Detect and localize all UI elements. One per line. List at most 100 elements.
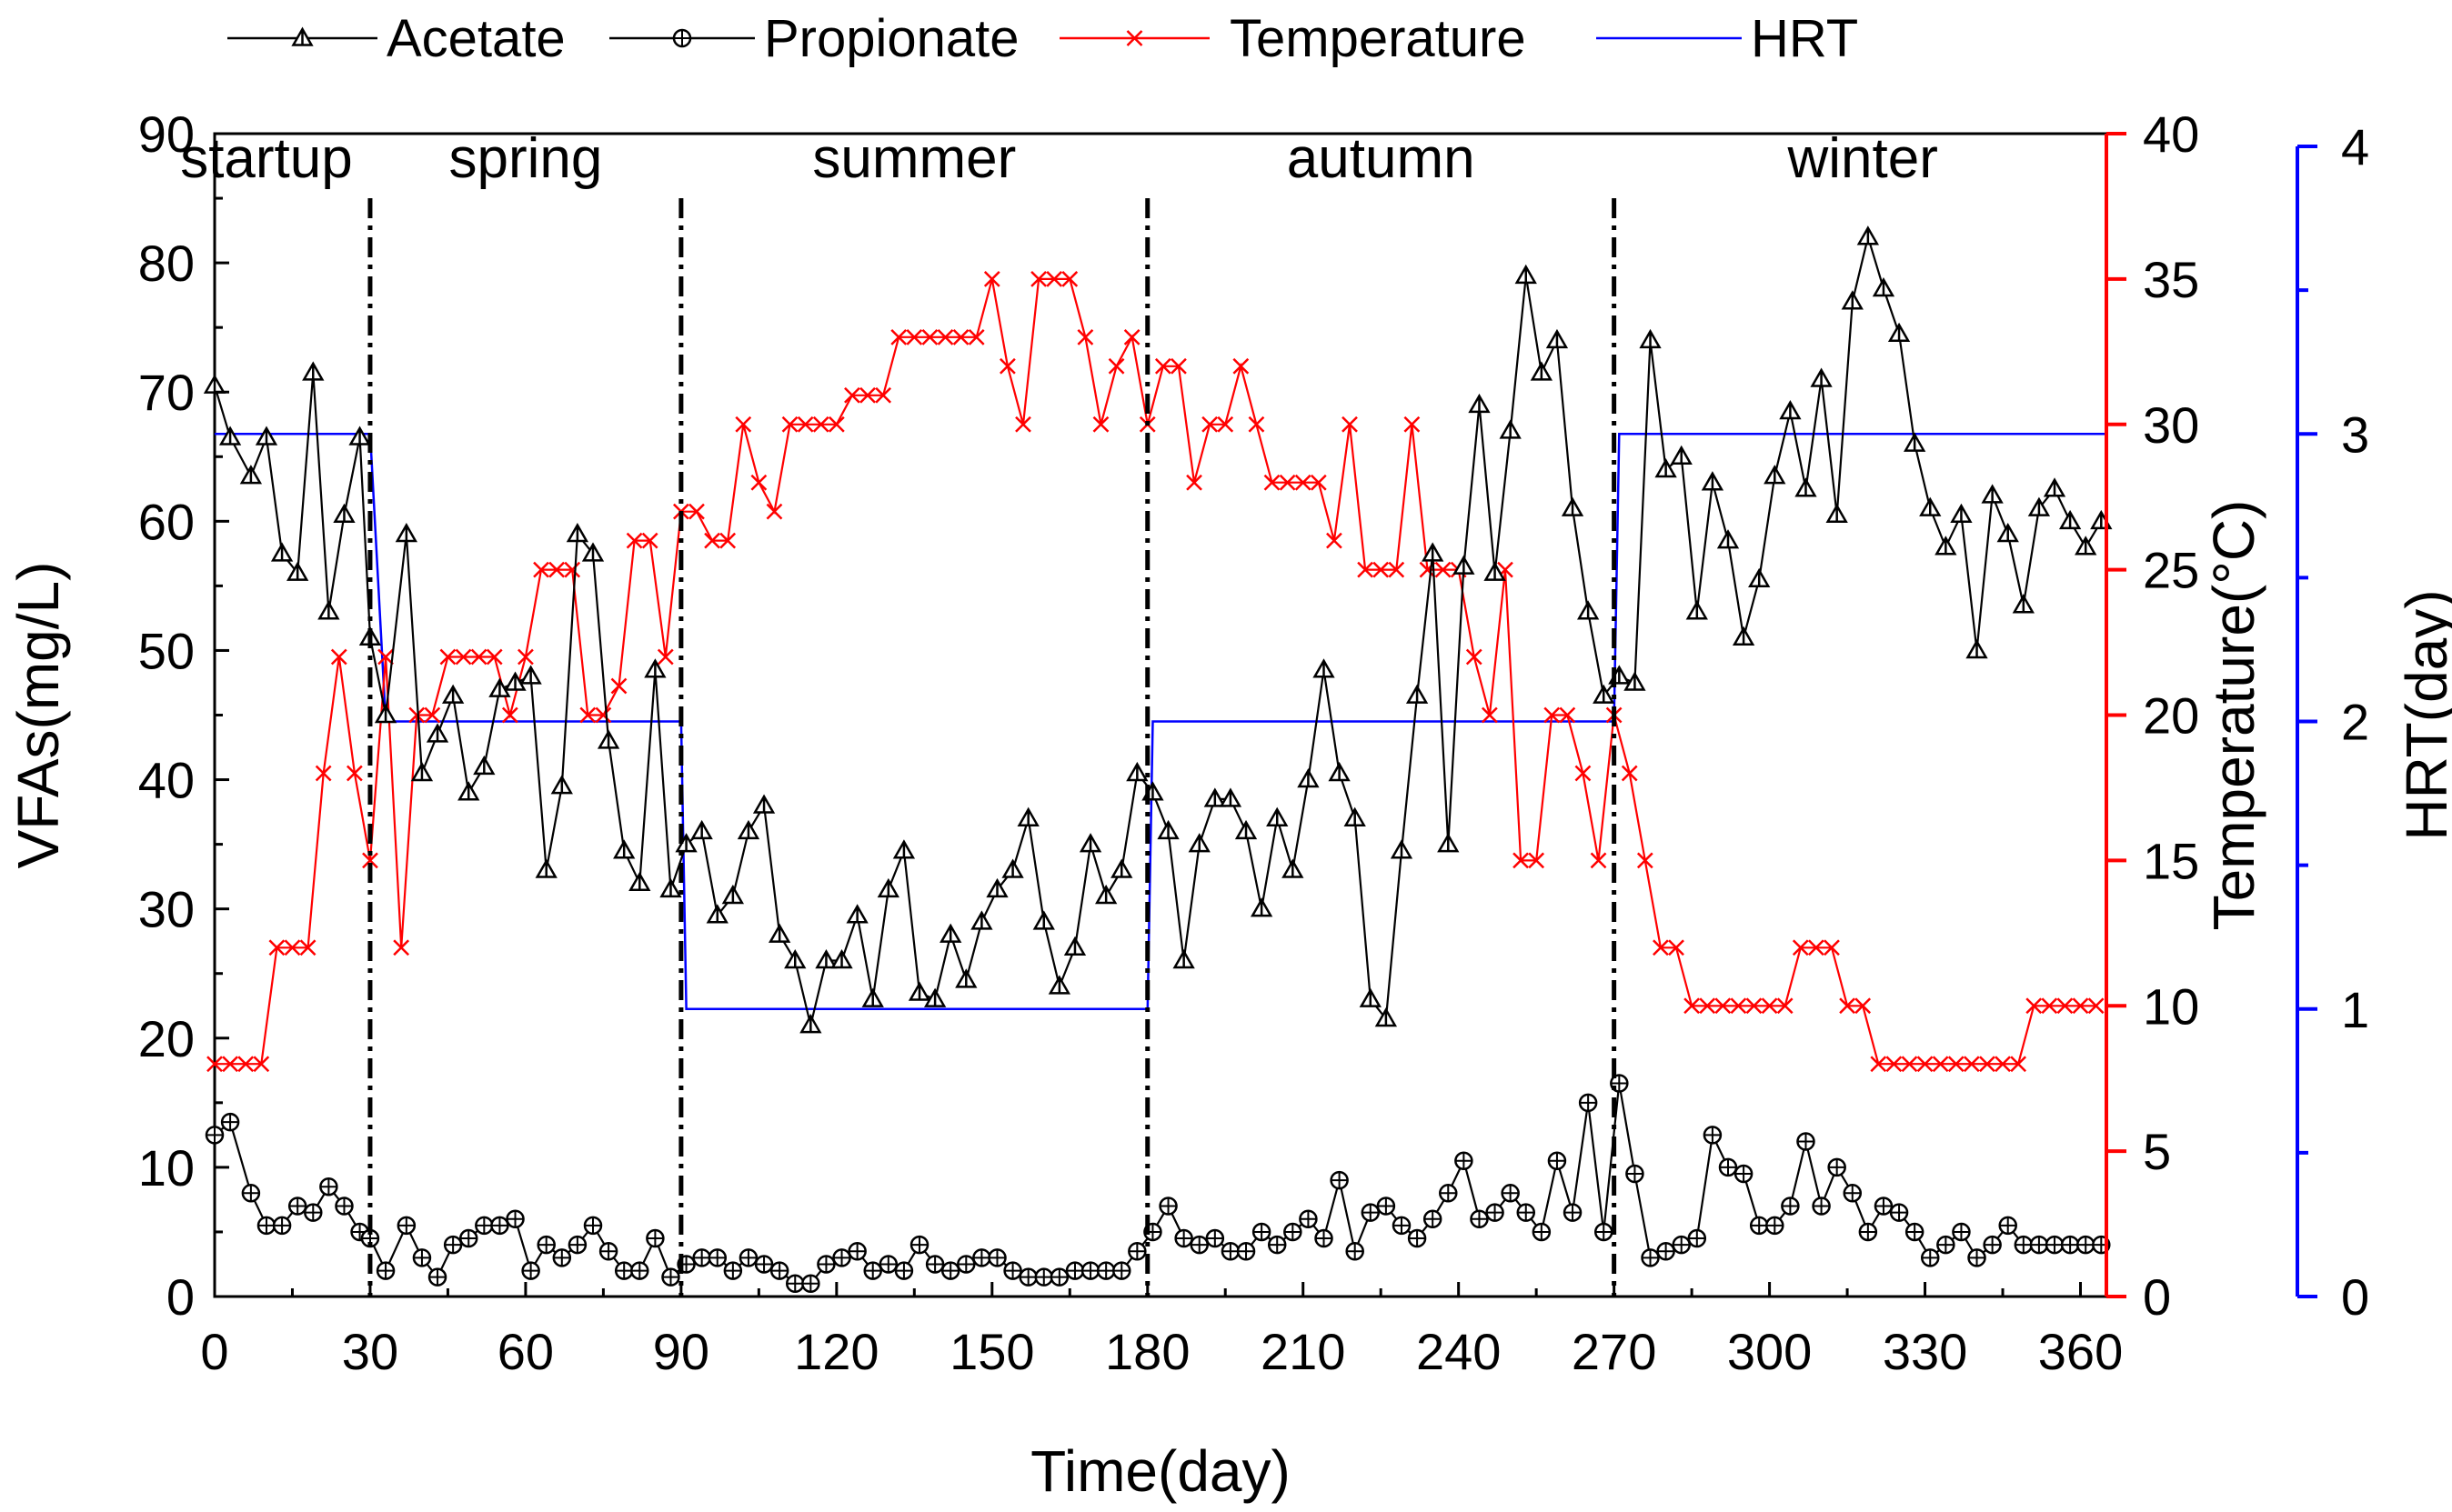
propionate-point — [1065, 1261, 1085, 1280]
acetate-point — [613, 839, 636, 859]
acetate-point — [2012, 594, 2035, 614]
temperature-axis-title: Temperature(°C) — [2201, 500, 2266, 931]
propionate-point-cross — [1191, 1237, 1208, 1254]
propionate-point-cross — [879, 1256, 897, 1273]
temperature-point — [1528, 852, 1545, 869]
temperature-point — [222, 1056, 238, 1073]
temperature-point — [455, 648, 472, 666]
propionate-point — [1936, 1235, 1955, 1255]
propionate-point-cross — [662, 1268, 679, 1286]
propionate-point-cross — [1580, 1094, 1597, 1111]
acetate-point — [923, 987, 947, 1007]
propionate-point-cross — [274, 1217, 291, 1234]
propionate-point-cross — [600, 1243, 618, 1260]
temperature-point — [1824, 939, 1840, 956]
x-axis-tick-label: 300 — [1727, 1323, 1812, 1380]
legend: Acetate Propionate Temperature HRT — [227, 9, 1858, 68]
propionate-point-cross — [1455, 1152, 1472, 1169]
propionate-point-cross — [1020, 1268, 1037, 1286]
temperature-point — [1326, 532, 1342, 549]
propionate-point-cross — [1066, 1262, 1083, 1279]
acetate-point — [348, 426, 371, 446]
x-axis-tick-label: 240 — [1416, 1323, 1501, 1380]
left-axis-tick-label: 80 — [138, 235, 195, 292]
acetate-point — [861, 987, 884, 1007]
temperature-point — [1092, 416, 1110, 433]
legend-item-propionate: Propionate — [609, 9, 1020, 68]
propionate-point — [568, 1235, 588, 1255]
temperature-point — [1714, 997, 1732, 1015]
propionate-point — [1080, 1261, 1100, 1280]
propionate-point — [1998, 1216, 2017, 1236]
acetate-point — [1188, 833, 1211, 853]
propionate-series — [205, 1074, 2111, 1294]
temperature-point — [206, 1056, 223, 1073]
propionate-point-cross — [1175, 1230, 1192, 1247]
x-axis-tick-label: 270 — [1572, 1323, 1656, 1380]
temperature-point — [1512, 852, 1529, 869]
propionate-point-cross — [2030, 1237, 2047, 1254]
propionate-point — [1034, 1267, 1054, 1287]
temperature-point — [1839, 997, 1855, 1015]
propionate-point — [817, 1255, 836, 1274]
propionate-point — [1843, 1184, 1863, 1203]
acetate-point — [1732, 626, 1755, 646]
propionate-point — [630, 1261, 649, 1280]
left-axis-tick-label: 20 — [138, 1010, 195, 1067]
propionate-point — [1112, 1261, 1131, 1280]
propionate-point-cross — [1626, 1165, 1643, 1182]
propionate-point — [1952, 1222, 1971, 1242]
temperature-point — [548, 561, 565, 578]
temperature-point — [859, 386, 876, 404]
propionate-point — [583, 1216, 603, 1236]
propionate-point — [1283, 1222, 1302, 1242]
propionate-point — [1236, 1242, 1256, 1261]
hrt-axis-tick-label: 1 — [2341, 981, 2369, 1038]
propionate-point-cross — [1751, 1217, 1768, 1234]
temperature-point — [1792, 939, 1809, 956]
propionate-point — [1532, 1222, 1552, 1242]
propionate-point — [832, 1248, 851, 1267]
temperature-point — [408, 706, 426, 724]
propionate-point-cross — [739, 1249, 757, 1267]
propionate-point — [723, 1261, 743, 1280]
acetate-point — [1172, 948, 1195, 969]
propionate-point — [427, 1267, 447, 1287]
acetate-point — [1934, 536, 1957, 556]
propionate-point — [1205, 1228, 1225, 1248]
temperature-point — [1388, 561, 1405, 578]
acetate-point — [1887, 322, 1911, 343]
temperature-point — [812, 416, 829, 433]
propionate-point — [1593, 1222, 1613, 1242]
propionate-point — [1345, 1242, 1364, 1261]
temperature-point — [2010, 1056, 2027, 1073]
acetate-point — [690, 819, 713, 840]
temperature-point — [1061, 270, 1079, 287]
propionate-point-cross — [1673, 1237, 1690, 1254]
propionate-point — [1874, 1197, 1894, 1216]
propionate-point-cross — [1532, 1223, 1550, 1240]
propionate-point-cross — [1362, 1204, 1379, 1221]
acetate-point — [784, 948, 807, 969]
acetate-point — [581, 542, 605, 562]
acetate-point — [395, 523, 418, 543]
acetate-point — [1343, 806, 1366, 826]
hrt-axis-tick-label: 4 — [2341, 118, 2369, 175]
propionate-point — [1781, 1197, 1800, 1216]
propionate-point — [1470, 1209, 1489, 1228]
propionate-point — [1392, 1216, 1412, 1236]
temperature-point — [439, 648, 457, 666]
temperature-point — [393, 939, 410, 956]
acetate-point — [737, 819, 760, 840]
x-axis-tick-label: 30 — [342, 1323, 398, 1380]
propionate-point — [1672, 1235, 1691, 1255]
acetate-point — [830, 948, 853, 969]
propionate-point-cross — [631, 1262, 648, 1279]
propionate-point — [1718, 1157, 1738, 1177]
hrt-axis-title: HRT(day) — [2394, 589, 2452, 840]
temperature-point — [1761, 997, 1778, 1015]
acetate-point — [1328, 761, 1351, 782]
left-axis-tick-label: 0 — [166, 1268, 195, 1326]
propionate-point-cross — [724, 1262, 741, 1279]
